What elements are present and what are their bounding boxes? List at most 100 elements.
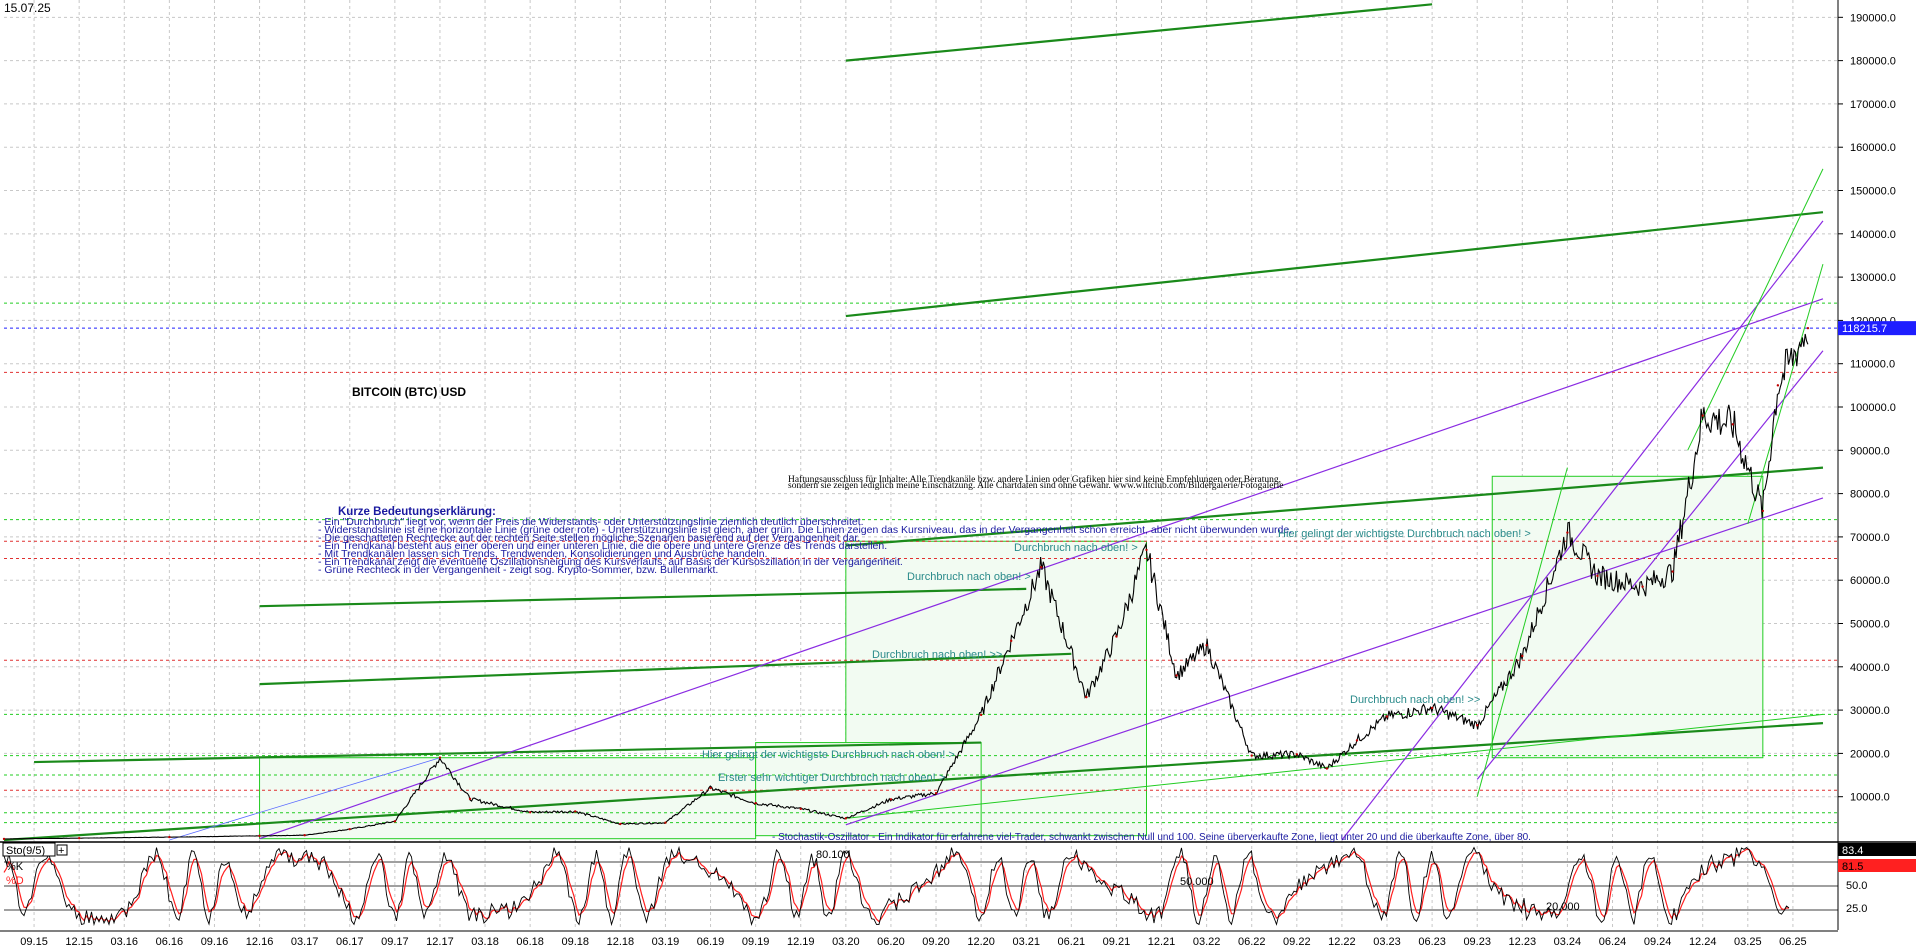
price-point <box>1641 585 1644 588</box>
price-point <box>1761 509 1765 513</box>
stochastic-axis-25: 25.0 <box>1846 903 1867 915</box>
y-tick-label: 90000.0 <box>1850 445 1890 457</box>
x-tick-label: 12.22 <box>1328 936 1356 948</box>
stochastic-title: Sto(9/5) <box>6 845 45 857</box>
price-point <box>1325 767 1329 770</box>
legend-line-3: - Die geschatteten Rechtecke auf der rec… <box>318 532 860 544</box>
x-tick-label: 09.19 <box>742 936 770 948</box>
x-tick-label: 12.24 <box>1689 936 1717 948</box>
price-point <box>709 786 712 790</box>
x-tick-label: 06.22 <box>1238 936 1266 948</box>
trend-line <box>845 211 1824 318</box>
trend-line <box>1476 350 1824 780</box>
price-point <box>168 835 171 839</box>
price-series <box>2 326 1810 841</box>
price-point <box>844 817 848 820</box>
annotation-breakout-2020-upper: Durchbruch nach oben! > <box>907 571 1031 583</box>
legend-line-5: - Mit Trendkanälen lassen sich Trends, T… <box>318 548 767 560</box>
stochastic-d-value-box <box>1838 859 1916 872</box>
x-tick-label: 06.20 <box>877 936 905 948</box>
annotations: Durchbruch nach oben! > Durchbruch nach … <box>702 528 1531 843</box>
x-tick-label: 06.17 <box>336 936 364 948</box>
price-point <box>1115 635 1118 638</box>
y-tick-label: 180000.0 <box>1850 56 1896 68</box>
price-point <box>1731 423 1734 426</box>
y-tick-label: 130000.0 <box>1850 272 1896 284</box>
x-tick-label: 06.19 <box>697 936 725 948</box>
y-tick-label: 70000.0 <box>1850 532 1890 544</box>
x-tick-label: 03.25 <box>1734 936 1762 948</box>
x-tick-label: 06.25 <box>1779 936 1807 948</box>
price-point <box>348 827 351 831</box>
price-point <box>1701 414 1704 417</box>
x-tick-label: 06.21 <box>1058 936 1086 948</box>
y-tick-label: 20000.0 <box>1850 748 1890 760</box>
x-tick-label: 09.18 <box>561 936 589 948</box>
annotation-breakout-2020-lower: Durchbruch nach oben! >> <box>872 649 1002 661</box>
x-tick-label: 03.24 <box>1554 936 1582 948</box>
price-point <box>1145 548 1148 552</box>
x-tick-label: 03.22 <box>1193 936 1221 948</box>
price-point <box>1566 531 1569 534</box>
stochastic-labels: Sto(9/5) + %K %D 80.100 50.000 20.000 83… <box>2 842 1916 915</box>
y-tick-label: 190000.0 <box>1850 12 1896 24</box>
disclaimer-line-2: sondern sie zeigen lediglich meine Einsc… <box>788 481 1283 491</box>
price-point <box>889 798 893 801</box>
price-point <box>303 834 306 837</box>
price-point <box>1671 570 1674 573</box>
price-tag-background <box>1838 321 1916 336</box>
trend-line <box>169 757 441 841</box>
price-point <box>619 822 622 826</box>
price-point <box>1430 706 1434 710</box>
stochastic-k-line <box>3 845 1790 927</box>
x-tick-label: 12.19 <box>787 936 815 948</box>
y-tick-label: 140000.0 <box>1850 229 1896 241</box>
price-point <box>574 810 577 813</box>
price-point <box>1295 753 1299 756</box>
stochastic-note: - Stochastik-Oszillator - Ein Indikator … <box>772 832 1531 843</box>
x-tick-label: 09.15 <box>20 936 48 948</box>
price-point <box>468 797 472 801</box>
disclaimer-line-1: Haftungsausschluss für Inhalte: Alle Tre… <box>788 474 1281 485</box>
chart-title: BITCOIN (BTC) USD <box>352 385 466 399</box>
bull-zone-rect <box>1491 475 1764 759</box>
x-tick-label: 03.21 <box>1012 936 1040 948</box>
price-point <box>1355 739 1359 742</box>
x-tick-label: 09.22 <box>1283 936 1311 948</box>
y-tick-label: 40000.0 <box>1850 662 1890 674</box>
price-point <box>1806 326 1810 330</box>
x-tick-label: 09.17 <box>381 936 409 948</box>
legend-line-7: - Grüne Rechteck in der Vergangenheit - … <box>318 564 718 576</box>
x-tick-label: 12.16 <box>246 936 274 948</box>
trend-line <box>1476 467 1568 797</box>
legend-heading: Kurze Bedeutungserklärung: <box>338 506 496 518</box>
price-point <box>528 811 532 814</box>
date-label: 15.07.25 <box>4 1 51 15</box>
price-point <box>934 792 938 795</box>
stochastic-d-value: 81.5 <box>1842 861 1863 873</box>
legend-lines: - Ein "Durchbruch" liegt vor, wenn der P… <box>318 516 1292 576</box>
price-tag-label: 118215.7 <box>1842 323 1887 335</box>
y-tick-label: 110000.0 <box>1850 359 1895 371</box>
trend-line <box>845 466 1824 547</box>
price-point <box>1040 566 1043 569</box>
trend-channels <box>3 3 1824 842</box>
stochastic-expand-button[interactable] <box>56 844 68 856</box>
price-point <box>1250 754 1253 757</box>
trend-line <box>259 587 1027 608</box>
price-point <box>1521 654 1524 658</box>
trend-line <box>1687 168 1824 451</box>
annotation-key-breakout-2020: Hier gelingt der wichtigste Durchbruch n… <box>702 749 955 761</box>
stochastic-level-lower: 20.000 <box>1546 901 1580 913</box>
x-tick-label: 06.23 <box>1418 936 1446 948</box>
price-point <box>77 836 81 840</box>
y-tick-label: 160000.0 <box>1850 142 1896 154</box>
legend-line-1: - Ein "Durchbruch" liegt vor, wenn der P… <box>318 516 864 528</box>
annotation-breakout-2021-top: Durchbruch nach oben! > <box>1014 542 1138 554</box>
price-point <box>258 834 261 838</box>
trend-line <box>1341 220 1824 841</box>
y-tick-label: 50000.0 <box>1850 619 1890 631</box>
stochastic-d-label: %D <box>6 875 24 887</box>
